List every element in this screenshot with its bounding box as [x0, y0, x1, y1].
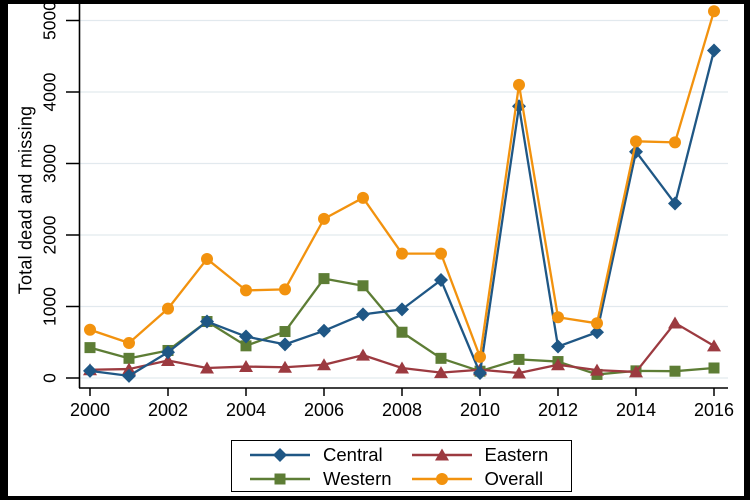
- x-tick-label: 2016: [694, 400, 734, 420]
- x-tick-label: 2008: [382, 400, 422, 420]
- x-tick-label: 2012: [538, 400, 578, 420]
- legend-label-overall: Overall: [484, 468, 544, 489]
- series-central: [83, 43, 721, 383]
- y-tick-label: 4000: [40, 72, 60, 111]
- x-tick-label: 2004: [226, 400, 266, 420]
- triangle-marker-icon: [410, 446, 474, 464]
- series-eastern: [83, 316, 721, 379]
- legend-label-eastern: Eastern: [484, 444, 549, 465]
- legend-item-central: Central: [248, 443, 410, 467]
- series-overall: [84, 5, 720, 363]
- y-axis-title: Total dead and missing: [15, 105, 36, 295]
- x-tick-label: 2000: [70, 400, 110, 420]
- legend-item-eastern: Eastern: [410, 443, 572, 467]
- y-tick-label: 1000: [40, 287, 60, 326]
- y-tick-label: 2000: [40, 215, 60, 254]
- x-tick-label: 2010: [460, 400, 500, 420]
- legend-label-central: Central: [323, 444, 383, 465]
- circle-marker-icon: [410, 470, 474, 488]
- legend-item-overall: Overall: [410, 467, 572, 491]
- x-tick-label: 2002: [148, 400, 188, 420]
- x-tick-label: 2014: [616, 400, 656, 420]
- x-tick-label: 2006: [304, 400, 344, 420]
- diamond-marker-icon: [248, 446, 312, 464]
- figure-background: [8, 4, 744, 496]
- y-tick-label: 3000: [40, 144, 60, 183]
- legend-item-western: Western: [248, 467, 410, 491]
- legend-label-western: Western: [323, 468, 392, 489]
- legend: Central Eastern Western Overall: [231, 440, 572, 492]
- y-tick-label: 0: [40, 373, 60, 383]
- y-tick-label: 5000: [40, 1, 60, 40]
- square-marker-icon: [248, 470, 312, 488]
